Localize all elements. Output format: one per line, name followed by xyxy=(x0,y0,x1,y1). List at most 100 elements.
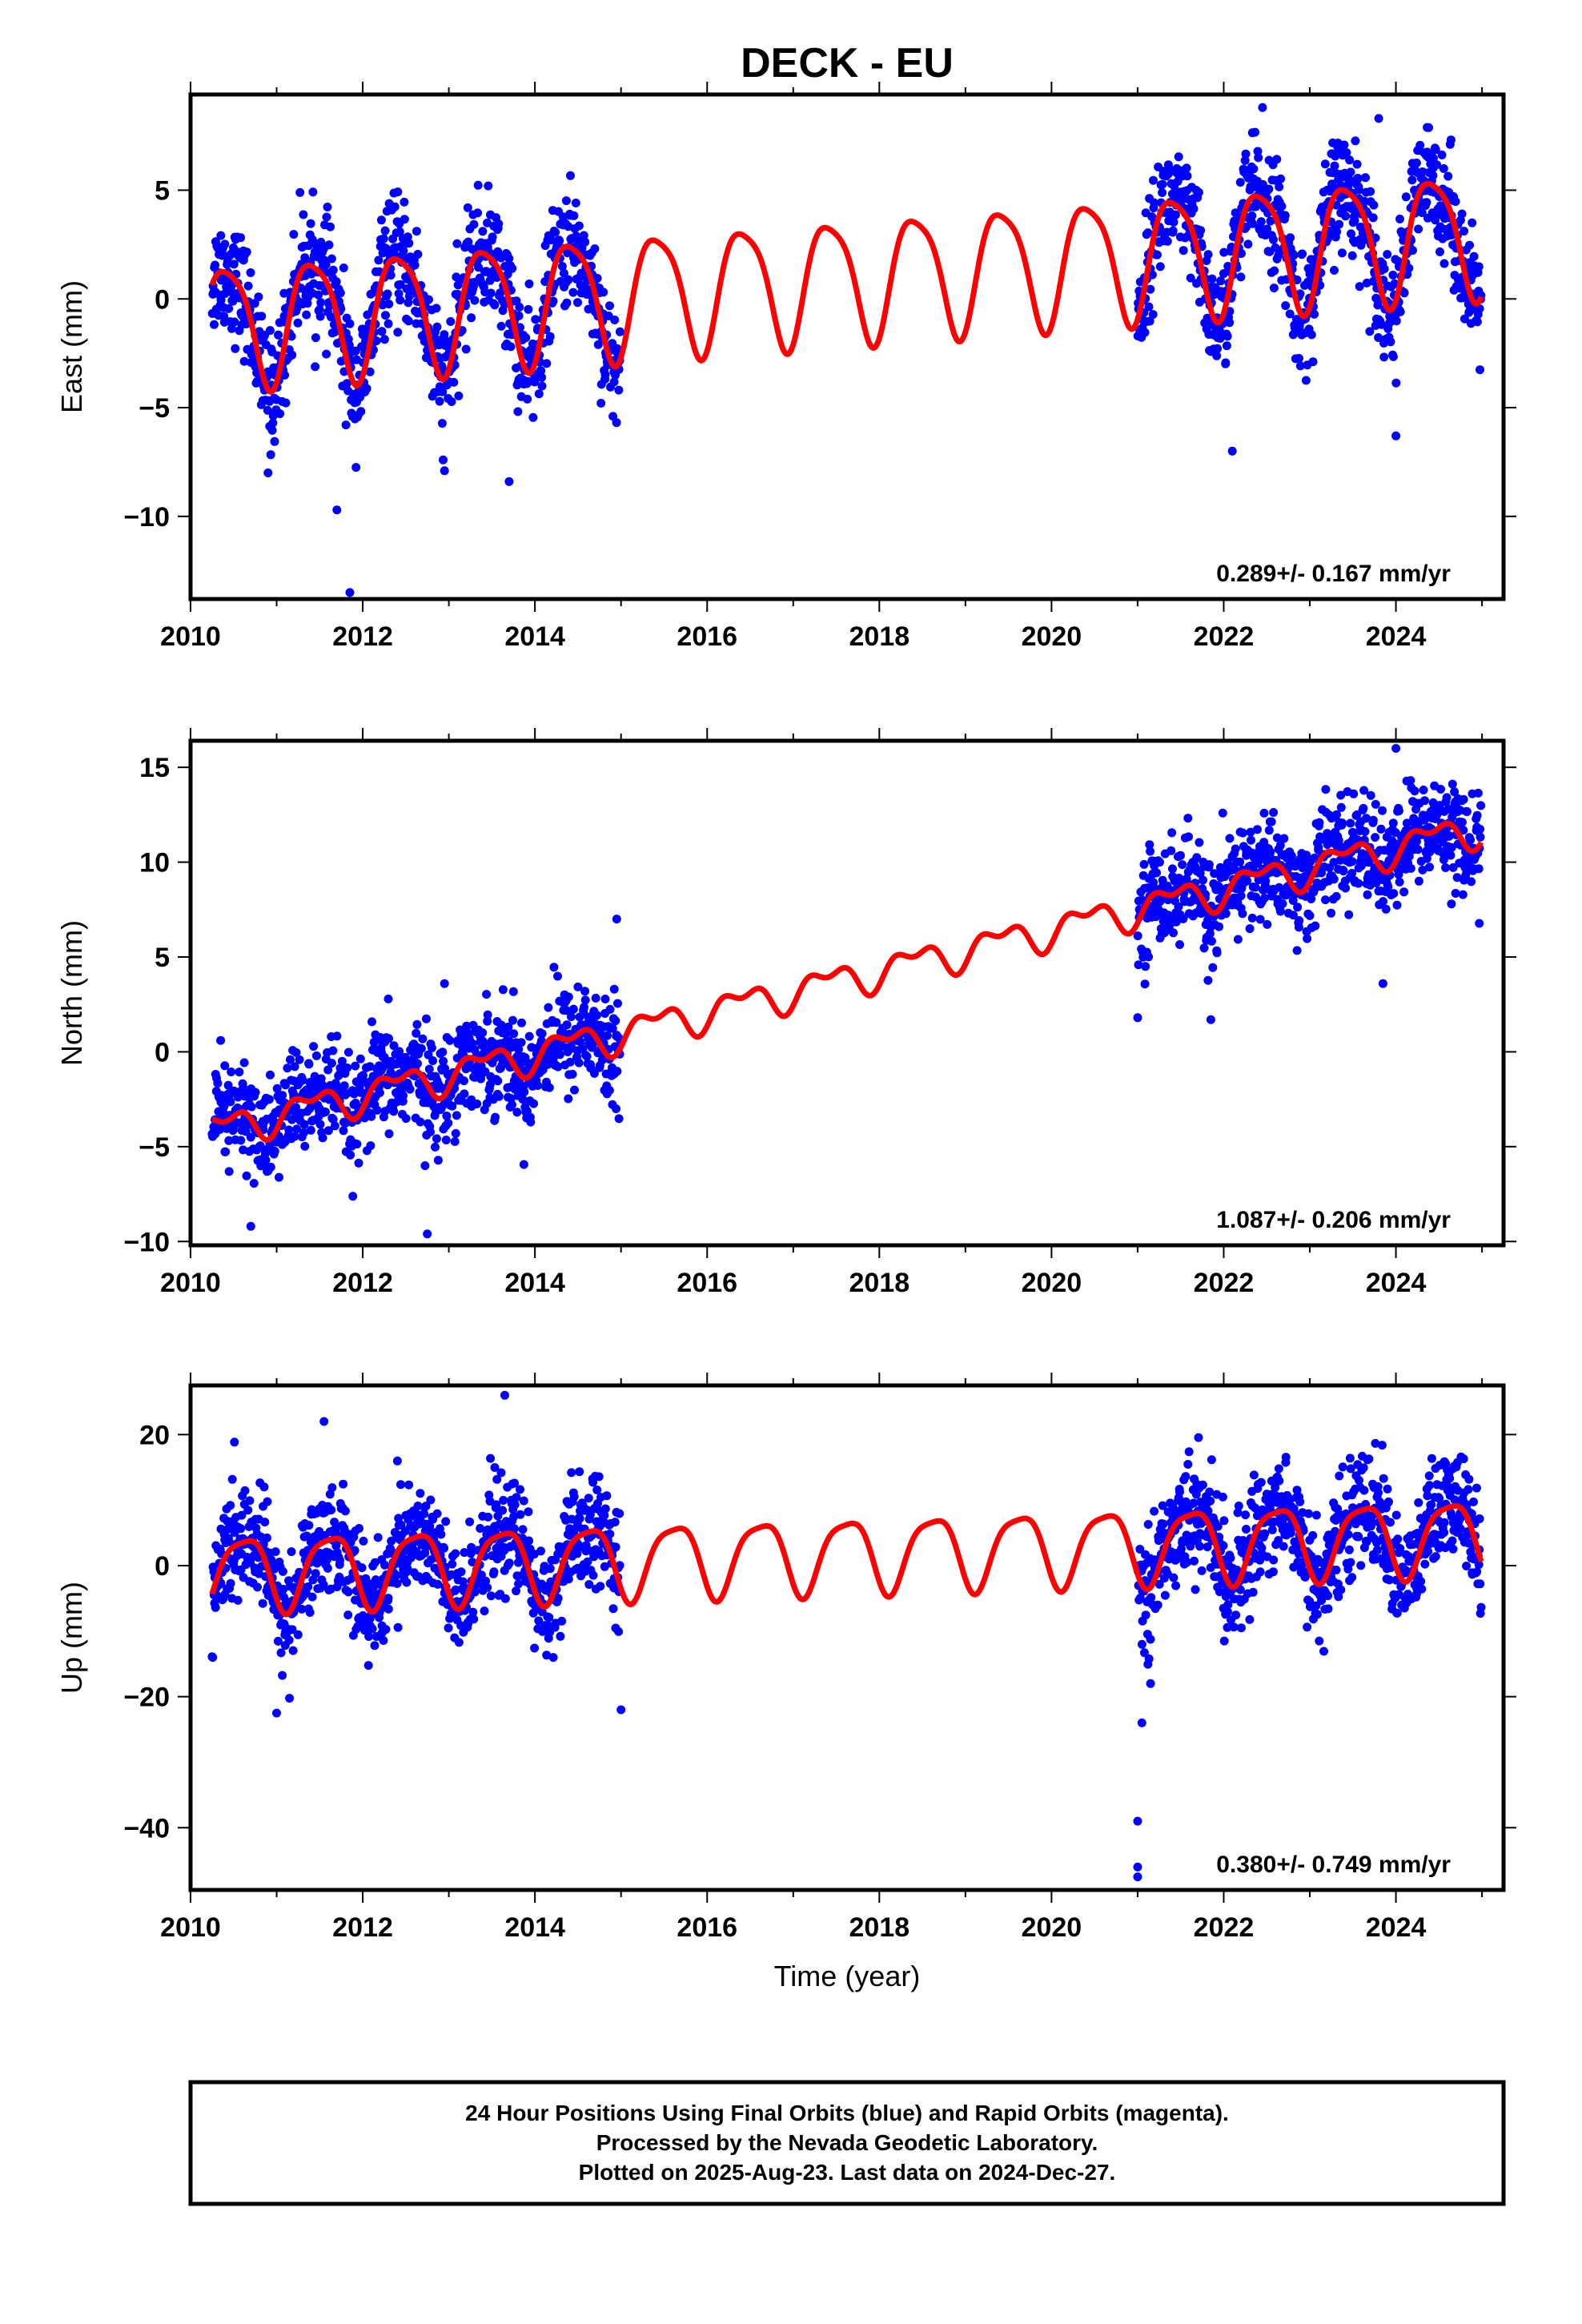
north-data-point xyxy=(416,1117,425,1127)
east-data-point xyxy=(393,328,403,337)
north-data-point xyxy=(412,1028,421,1038)
up-data-point xyxy=(528,1608,538,1618)
north-data-point xyxy=(1231,844,1240,854)
north-ytick-label: 5 xyxy=(155,943,170,973)
up-data-point xyxy=(293,1630,303,1639)
north-data-point xyxy=(1459,794,1468,804)
east-data-point xyxy=(612,418,621,428)
north-data-point xyxy=(450,1137,460,1146)
east-data-point xyxy=(1395,215,1404,223)
north-xtick-label: 2014 xyxy=(504,1268,565,1298)
north-data-point xyxy=(1359,803,1368,813)
up-data-point xyxy=(260,1518,270,1527)
north-data-point xyxy=(1391,839,1401,849)
north-data-point xyxy=(384,1034,393,1043)
north-data-point xyxy=(299,1120,309,1129)
east-data-point xyxy=(1395,307,1405,316)
north-data-point xyxy=(1146,846,1155,856)
east-data-point xyxy=(1346,167,1355,177)
north-data-point xyxy=(286,1055,295,1064)
north-data-point xyxy=(605,1004,615,1014)
east-data-point xyxy=(504,254,514,263)
up-data-point xyxy=(1189,1498,1199,1508)
east-data-point xyxy=(216,231,226,240)
up-data-point xyxy=(237,1510,247,1520)
up-data-point xyxy=(1343,1564,1353,1574)
north-data-point xyxy=(562,1020,572,1030)
up-data-point xyxy=(339,1479,348,1489)
up-data-point xyxy=(1158,1519,1168,1529)
east-data-point xyxy=(1465,240,1474,250)
up-data-point xyxy=(1198,1480,1207,1490)
north-data-point xyxy=(1292,946,1302,955)
north-data-point xyxy=(1195,869,1205,879)
north-data-point xyxy=(1247,913,1257,923)
north-data-point xyxy=(1366,790,1375,800)
east-data-point xyxy=(571,199,580,207)
up-data-point xyxy=(1223,1622,1232,1632)
north-data-point xyxy=(589,1068,599,1078)
east-data-point xyxy=(1243,239,1253,249)
north-data-point xyxy=(298,1076,307,1085)
up-data-point xyxy=(496,1468,506,1478)
east-data-point xyxy=(537,372,547,382)
east-data-point xyxy=(331,277,341,287)
up-data-point xyxy=(403,1564,412,1574)
up-data-point xyxy=(440,1543,449,1553)
east-data-point xyxy=(1401,192,1411,202)
east-xtick-label: 2012 xyxy=(332,621,393,652)
north-ytick-label: 15 xyxy=(139,753,170,783)
east-data-point xyxy=(412,227,421,236)
north-data-point xyxy=(328,1046,338,1055)
up-xtick-label: 2016 xyxy=(677,1912,737,1943)
up-data-point xyxy=(285,1694,295,1703)
up-data-point xyxy=(392,1578,402,1588)
east-data-point xyxy=(555,236,564,246)
up-data-point xyxy=(340,1506,350,1516)
east-data-point xyxy=(1457,209,1467,219)
north-data-point xyxy=(588,1043,597,1052)
east-data-point xyxy=(1391,378,1401,388)
up-data-point xyxy=(240,1486,250,1495)
up-data-point xyxy=(233,1595,243,1605)
up-data-point xyxy=(1275,1476,1284,1486)
north-data-point xyxy=(456,1030,466,1039)
up-data-point xyxy=(370,1558,379,1567)
north-data-point xyxy=(580,995,590,1005)
up-data-point xyxy=(470,1587,480,1597)
east-data-point xyxy=(220,289,230,298)
north-data-point xyxy=(216,1035,226,1045)
north-data-point xyxy=(306,1125,315,1135)
north-data-point xyxy=(1381,904,1391,914)
up-data-point xyxy=(1141,1610,1150,1620)
up-data-point xyxy=(600,1510,609,1520)
up-xtick-label: 2014 xyxy=(504,1912,565,1943)
north-data-point xyxy=(304,1059,314,1069)
up-data-point xyxy=(436,1530,446,1539)
east-data-point xyxy=(280,370,290,380)
north-data-point xyxy=(1458,890,1468,899)
east-data-point xyxy=(1189,204,1199,214)
east-data-point xyxy=(1215,334,1225,343)
north-data-point xyxy=(1287,851,1296,861)
east-data-point xyxy=(1347,229,1355,239)
north-data-point xyxy=(478,1028,488,1038)
up-data-point xyxy=(448,1559,457,1569)
east-data-point xyxy=(362,384,371,393)
east-data-point xyxy=(1275,182,1284,191)
east-data-point xyxy=(1203,250,1213,259)
north-data-point xyxy=(352,1140,362,1149)
north-data-point xyxy=(1215,922,1224,931)
north-data-point xyxy=(1203,975,1213,985)
east-data-point xyxy=(440,466,449,476)
up-data-point xyxy=(1241,1510,1251,1520)
north-data-point xyxy=(1175,940,1184,949)
up-data-point xyxy=(421,1502,431,1511)
up-data-point xyxy=(513,1558,523,1567)
east-data-point xyxy=(220,239,230,249)
north-data-point xyxy=(493,1076,503,1086)
north-data-point xyxy=(1260,893,1269,903)
north-data-point xyxy=(386,1068,396,1077)
north-xtick-label: 2012 xyxy=(332,1268,393,1298)
east-data-point xyxy=(574,221,584,231)
